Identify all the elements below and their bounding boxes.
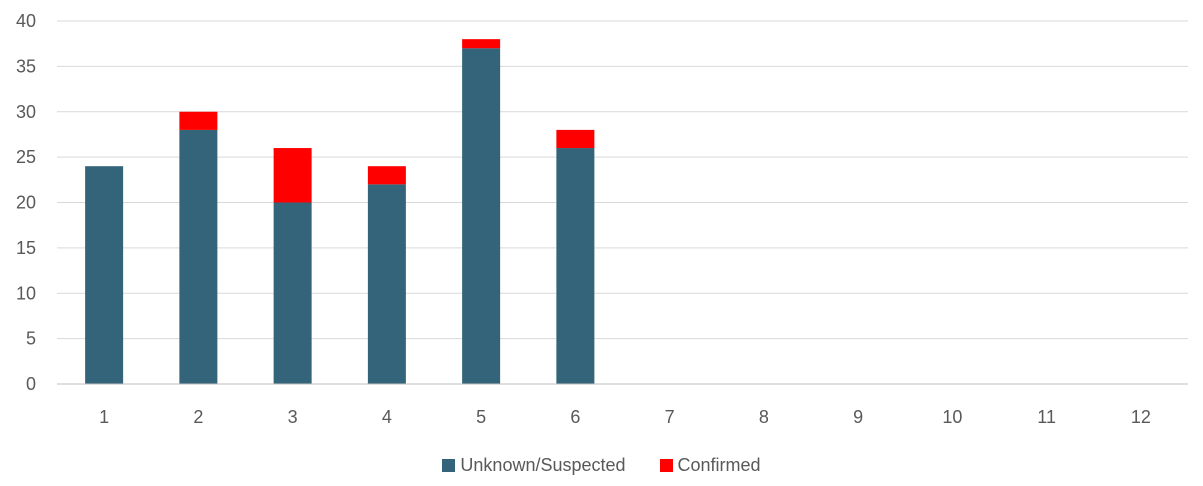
- y-tick-label: 20: [16, 193, 36, 213]
- legend-label-confirmed: Confirmed: [677, 455, 761, 475]
- legend-swatch-confirmed: [659, 459, 673, 472]
- legend-item-confirmed: Confirmed: [659, 455, 761, 476]
- x-tick-label: 6: [570, 407, 580, 427]
- y-tick-label: 25: [16, 147, 36, 167]
- y-tick-label: 15: [16, 238, 36, 258]
- y-tick-label: 30: [16, 102, 36, 122]
- y-tick-label: 0: [26, 374, 36, 394]
- bar-unknown-suspected-5: [462, 48, 501, 384]
- bar-unknown-suspected-2: [179, 129, 218, 384]
- y-tick-label: 5: [26, 329, 36, 349]
- x-tick-label: 2: [193, 407, 203, 427]
- legend-label-unknown-suspected: Unknown/Suspected: [460, 455, 626, 475]
- bar-confirmed-2: [179, 111, 218, 130]
- bar-confirmed-4: [367, 166, 406, 185]
- x-tick-label: 7: [665, 407, 675, 427]
- x-tick-label: 9: [853, 407, 863, 427]
- x-tick-label: 1: [99, 407, 109, 427]
- bars: [85, 39, 595, 384]
- y-tick-label: 10: [16, 283, 36, 303]
- legend-swatch-unknown-suspected: [442, 459, 456, 472]
- bar-confirmed-6: [556, 129, 595, 149]
- x-tick-label: 11: [1037, 407, 1056, 427]
- legend: Unknown/Suspected Confirmed: [0, 455, 1203, 476]
- gridlines: [57, 20, 1188, 340]
- bar-unknown-suspected-6: [556, 148, 595, 384]
- x-tick-label: 10: [942, 407, 962, 427]
- x-tick-label: 3: [288, 407, 298, 427]
- x-tick-label: 4: [382, 407, 392, 427]
- bar-unknown-suspected-4: [367, 184, 406, 384]
- bar-unknown-suspected-3: [273, 202, 312, 384]
- x-tick-label: 8: [759, 407, 769, 427]
- x-tick-label: 5: [476, 407, 486, 427]
- x-tick-label: 12: [1131, 407, 1151, 427]
- legend-item-unknown-suspected: Unknown/Suspected: [442, 455, 626, 476]
- bar-confirmed-3: [273, 148, 312, 203]
- bar-unknown-suspected-1: [85, 166, 124, 384]
- y-tick-label: 35: [16, 56, 36, 76]
- bar-confirmed-5: [462, 39, 501, 49]
- y-tick-label: 40: [16, 11, 36, 31]
